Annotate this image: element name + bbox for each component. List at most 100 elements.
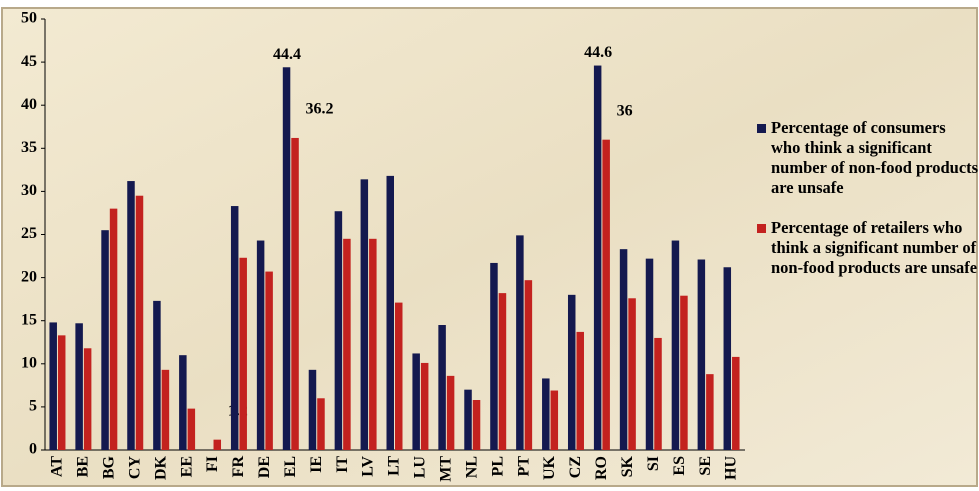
x-tick-label: EL (282, 456, 299, 477)
x-tick-label: DE (256, 456, 273, 478)
bar (49, 322, 57, 450)
bar (230, 206, 239, 450)
bar (420, 362, 429, 450)
bar (697, 259, 706, 450)
bar (282, 67, 291, 450)
data-label: 44.4 (273, 46, 301, 63)
bar (291, 137, 299, 450)
bar (135, 195, 144, 450)
x-tick-label: SI (645, 456, 662, 471)
bar (542, 378, 550, 450)
data-label: 36 (617, 102, 633, 119)
bar (567, 294, 576, 450)
x-tick-label: BE (75, 456, 92, 477)
x-tick-label: EE (178, 456, 195, 477)
bar (619, 249, 628, 450)
x-tick-label: RO (593, 456, 610, 480)
y-tick-label: 40 (21, 96, 37, 113)
bar (386, 175, 394, 450)
bar (343, 238, 351, 450)
x-tick-label: LU (412, 456, 429, 479)
bar (213, 439, 222, 450)
bar (446, 375, 455, 450)
bar (602, 139, 610, 450)
x-tick-label: DK (152, 455, 169, 480)
bar (360, 179, 369, 450)
y-tick-label: 0 (29, 441, 37, 458)
y-tick-label: 35 (21, 139, 37, 156)
x-tick-label: AT (49, 456, 66, 477)
x-tick-label: ES (671, 456, 688, 476)
x-tick-label: PT (515, 456, 532, 477)
bar (187, 408, 196, 450)
x-tick-label: CZ (567, 456, 584, 478)
bar (109, 208, 118, 450)
bar (395, 302, 403, 450)
bar (593, 65, 602, 450)
bar (628, 298, 636, 450)
bar (412, 353, 420, 450)
x-tick-label: HU (723, 456, 740, 480)
bar (576, 331, 584, 450)
bar (83, 348, 92, 450)
x-tick-label: FI (204, 456, 221, 472)
y-tick-label: 30 (21, 182, 37, 199)
bar (179, 355, 187, 450)
x-tick-label: FR (230, 456, 247, 478)
x-tick-label: LV (360, 456, 377, 477)
y-tick-label: 10 (21, 354, 37, 371)
bar (101, 230, 109, 450)
bar (75, 323, 83, 450)
bar (265, 271, 273, 450)
bar (654, 337, 662, 450)
y-tick-label: 50 (21, 10, 37, 27)
x-tick-label: IT (334, 456, 351, 473)
legend-swatch (757, 224, 766, 233)
bar (645, 258, 654, 450)
x-tick-label: IE (308, 456, 325, 473)
bar (239, 257, 247, 450)
bar (723, 267, 732, 450)
bar (127, 181, 135, 450)
y-tick-label: 5 (29, 398, 37, 415)
bar (308, 369, 317, 450)
x-tick-label: PL (489, 456, 506, 476)
data-label: 36.2 (306, 101, 334, 118)
x-tick-label: NL (463, 456, 480, 478)
bar (680, 295, 688, 450)
bar (516, 235, 524, 450)
bar (671, 240, 680, 450)
bar (490, 262, 498, 450)
x-tick-label: UK (541, 455, 558, 480)
x-tick-label: CY (126, 456, 143, 480)
y-tick-label: 25 (21, 225, 37, 242)
x-tick-label: MT (438, 456, 455, 482)
bar (438, 325, 446, 450)
bar (472, 400, 481, 450)
bar (498, 293, 507, 450)
bar (256, 240, 265, 450)
bar (464, 389, 472, 450)
legend-swatch (757, 124, 766, 133)
bar (524, 280, 533, 450)
data-label: 44.6 (584, 44, 612, 61)
x-tick-label: BG (100, 455, 117, 479)
bar (550, 390, 559, 450)
bar (57, 335, 66, 450)
x-tick-label: SK (619, 455, 636, 477)
y-tick-label: 20 (21, 268, 37, 285)
legend-item: Percentage of retailers who think a sign… (757, 218, 979, 278)
y-tick-label: 15 (21, 311, 37, 328)
x-tick-label: LT (386, 456, 403, 476)
legend: Percentage of consumers who think a sign… (757, 118, 979, 298)
bar (369, 238, 377, 450)
bar (334, 211, 343, 450)
bar (153, 300, 161, 450)
legend-label: Percentage of retailers who think a sign… (771, 218, 978, 277)
x-tick-label: SE (697, 456, 714, 476)
bar (161, 369, 170, 450)
bar (706, 374, 714, 450)
y-tick-label: 45 (21, 53, 37, 70)
